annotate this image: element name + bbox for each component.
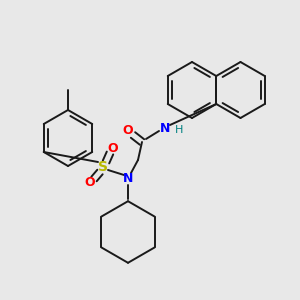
Text: N: N <box>123 172 133 184</box>
Text: O: O <box>123 124 133 136</box>
Text: H: H <box>175 125 183 135</box>
Text: O: O <box>108 142 118 154</box>
Text: N: N <box>160 122 170 134</box>
Text: S: S <box>98 160 108 174</box>
Text: O: O <box>85 176 95 190</box>
